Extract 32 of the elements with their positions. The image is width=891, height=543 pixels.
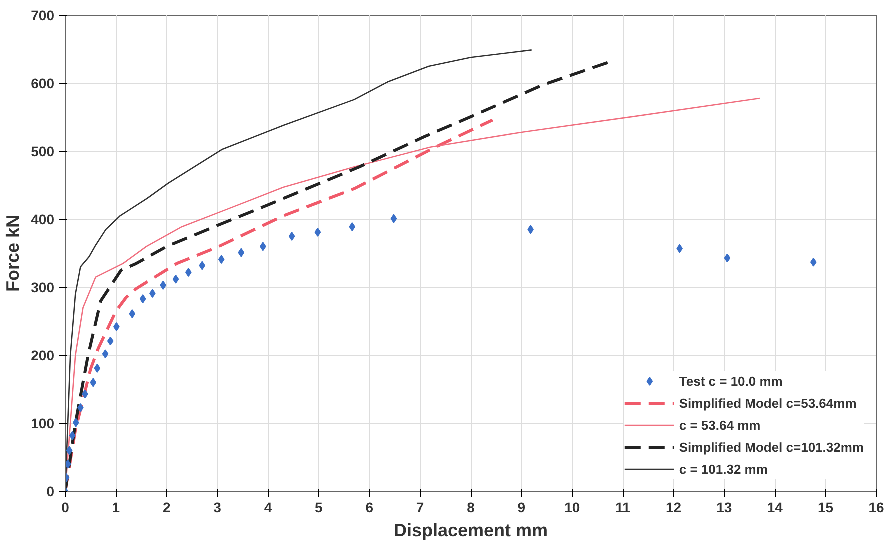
y-tick-label: 100: [31, 416, 55, 432]
x-tick-label: 2: [162, 500, 171, 516]
legend-label: Simplified Model c=53.64mm: [679, 396, 857, 410]
y-tick-label: 500: [31, 144, 55, 160]
x-tick-label: 5: [315, 500, 324, 516]
legend-label: Simplified Model c=101.32mm: [679, 440, 864, 454]
x-tick-label: 10: [564, 500, 580, 516]
x-tick-label: 0: [62, 500, 70, 516]
x-tick-label: 16: [868, 500, 884, 516]
legend-label: c = 53.64 mm: [679, 418, 761, 432]
x-tick-label: 15: [818, 500, 834, 516]
x-tick-label: 4: [264, 500, 272, 516]
y-tick-label: 200: [31, 348, 55, 364]
legend-label: Test c = 10.0 mm: [679, 374, 783, 388]
y-tick-label: 0: [46, 484, 55, 500]
x-tick-label: 14: [767, 500, 784, 516]
y-tick-label: 400: [31, 212, 55, 228]
y-tick-label: 300: [31, 280, 55, 296]
x-tick-label: 12: [666, 500, 682, 516]
legend-label: c = 101.32 mm: [679, 462, 768, 476]
x-tick-label: 8: [467, 500, 476, 516]
x-tick-label: 9: [518, 500, 526, 516]
x-tick-label: 6: [366, 500, 374, 516]
y-tick-label: 600: [31, 76, 55, 92]
x-tick-label: 3: [214, 500, 222, 516]
y-axis-title: Force kN: [3, 214, 24, 292]
y-tick-label: 700: [31, 8, 55, 24]
x-tick-label: 11: [616, 500, 631, 516]
x-tick-label: 7: [416, 500, 424, 516]
x-axis-title: Displacement mm: [394, 520, 548, 540]
x-tick-label: 1: [112, 500, 120, 516]
x-tick-label: 13: [716, 500, 732, 516]
